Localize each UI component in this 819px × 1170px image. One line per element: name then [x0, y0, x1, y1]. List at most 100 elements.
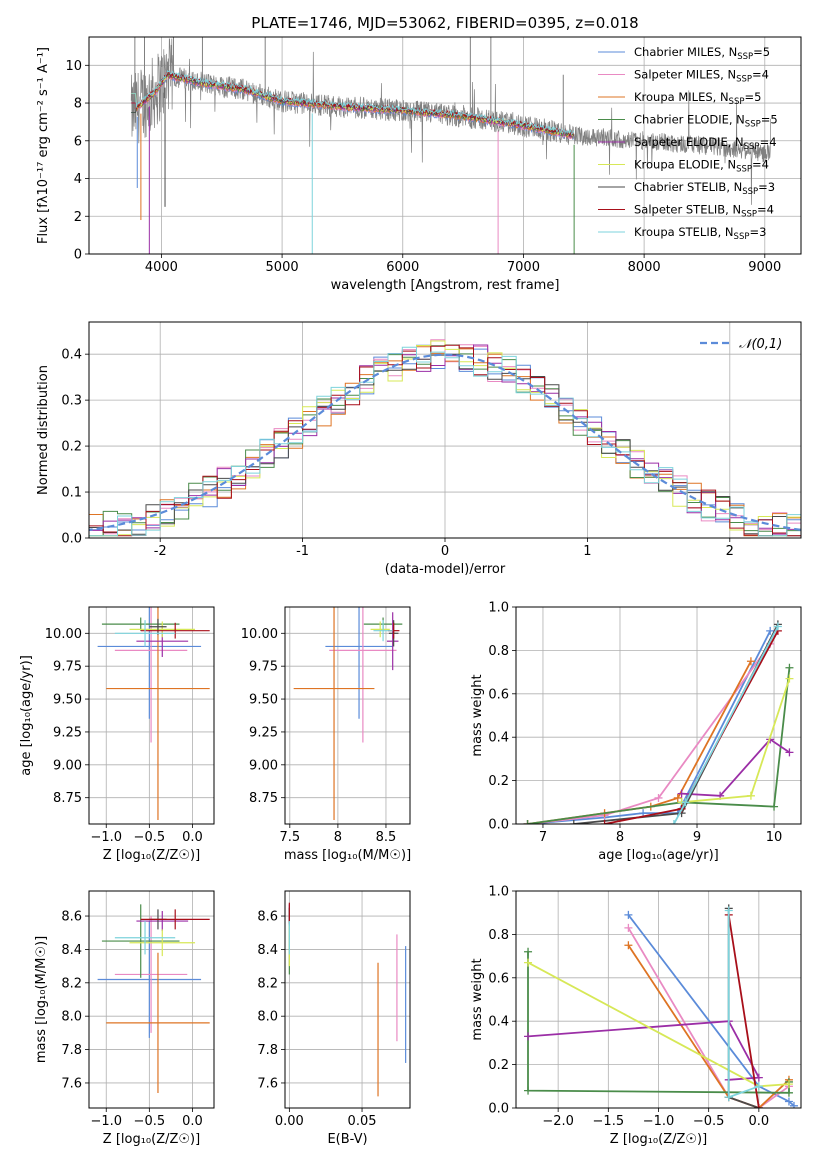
x-tick-label: -1	[296, 544, 309, 559]
age-vs-mass-plot	[293, 607, 403, 821]
legend-name: Kroupa STELIB, N	[634, 225, 734, 239]
x-axis-label: (data-model)/error	[385, 562, 506, 577]
x-tick-label: −0.5	[134, 1114, 166, 1129]
weight-series-4	[527, 667, 791, 824]
weight-point	[789, 1101, 798, 1108]
y-tick-label: 8.75	[249, 791, 278, 806]
x-tick-label: 7.5	[279, 830, 300, 845]
weight-point	[677, 789, 686, 798]
x-tick-label: 9	[693, 830, 701, 845]
legend-value: =5	[753, 45, 770, 59]
legend-entry-3: Kroupa MILES, NSSP=5	[634, 90, 761, 107]
y-tick-label: 0.8	[488, 928, 509, 943]
x-tick-label: 9000	[748, 260, 781, 275]
x-tick-label: −1.0	[643, 1114, 675, 1129]
weight-point	[754, 1073, 763, 1082]
x-tick-label: 8.5	[376, 830, 397, 845]
weight-point	[754, 1082, 763, 1091]
residual-hist-8	[89, 344, 801, 537]
weight-point	[654, 793, 663, 802]
legend-name: Salpeter MILES, N	[634, 68, 736, 82]
axes-frame	[284, 606, 411, 825]
y-tick-label: 2	[74, 210, 82, 225]
weight-point	[724, 906, 733, 915]
weight-point	[600, 820, 609, 824]
weight-point	[746, 791, 755, 800]
x-tick-label: 0.0	[182, 1114, 203, 1129]
y-tick-label: 9.75	[53, 660, 82, 675]
y-tick-label: 0.4	[488, 731, 509, 746]
y-tick-label: 10.00	[45, 627, 82, 642]
axes-frame	[88, 36, 802, 255]
y-tick-label: 7.6	[257, 1076, 278, 1091]
mass-vs-z-plot	[97, 904, 210, 1093]
weight-series-5	[527, 1020, 761, 1081]
legend-value: =3	[749, 225, 766, 239]
gaussian-curve	[89, 353, 801, 532]
weight-point	[785, 663, 794, 672]
weight-series-2	[527, 643, 771, 824]
x-tick-label: 0	[441, 544, 449, 559]
legend-sub: SSP	[736, 75, 752, 85]
x-tick-label: −1.0	[90, 1114, 122, 1129]
legend-name: Chabrier MILES, N	[634, 45, 737, 59]
x-tick-label: 7	[539, 830, 547, 845]
weight-vs-age-axes: 7 8 9 10 0.0 0.2 0.4 0.6 0.8 1.0 age [log₁₀(age/yr…	[470, 601, 802, 863]
y-tick-label: 8.2	[257, 976, 278, 991]
y-tick-label: 0.3	[61, 394, 82, 409]
y-axis-label: Normed distribution	[36, 365, 51, 495]
x-tick-label: −1.0	[90, 830, 122, 845]
weight-point	[569, 820, 578, 824]
x-tick-label: -2	[154, 544, 167, 559]
weight-point	[524, 947, 533, 956]
weight-point	[624, 941, 633, 950]
y-tick-label: 9.00	[249, 758, 278, 773]
x-tick-label: 8	[334, 830, 342, 845]
legend-value: =4	[752, 158, 769, 172]
y-tick-label: 8.2	[61, 976, 82, 991]
y-tick-label: 0	[74, 248, 82, 263]
y-tick-label: 8	[74, 97, 82, 112]
y-axis-label: mass weight	[470, 958, 485, 1040]
y-tick-label: 9.75	[249, 660, 278, 675]
legend-sub: SSP	[745, 120, 761, 130]
legend-value: =4	[757, 203, 774, 217]
legend-sub: SSP	[737, 52, 753, 62]
y-tick-label: 0.1	[61, 486, 82, 501]
weight-point	[785, 674, 794, 683]
weight-point	[784, 1080, 793, 1089]
weight-point	[784, 1088, 793, 1097]
weight-point	[724, 1093, 733, 1102]
x-tick-label: 7000	[507, 260, 540, 275]
mass-vs-ebv-plot	[288, 902, 407, 1097]
x-tick-label: 4000	[145, 260, 178, 275]
legend-name: Salpeter ELODIE, N	[634, 135, 744, 149]
legend-entry-6: Kroupa ELODIE, NSSP=4	[634, 158, 769, 175]
y-tick-label: 8.0	[257, 1010, 278, 1025]
x-tick-label: 8	[616, 830, 624, 845]
legend-entry-8: Salpeter STELIB, NSSP=4	[634, 203, 774, 220]
weight-series-1	[527, 630, 772, 824]
x-axis-label: Z [log₁₀(Z/Z☉)]	[610, 1132, 707, 1147]
weight-point	[524, 958, 533, 967]
y-tick-label: 9.25	[53, 725, 82, 740]
legend-entry-5: Salpeter ELODIE, NSSP=4	[634, 135, 777, 152]
weight-point	[673, 793, 682, 802]
legend-sub: SSP	[744, 142, 760, 152]
legend-entry-2: Salpeter MILES, NSSP=4	[634, 68, 769, 85]
weight-vs-age-plot	[523, 620, 794, 824]
legend-value: =4	[752, 68, 769, 82]
axes-frame	[88, 606, 215, 825]
y-tick-label: 0.6	[488, 971, 509, 986]
axes-frame	[284, 890, 411, 1109]
weight-series-1	[627, 914, 795, 1107]
x-tick-label: 0.0	[749, 1114, 770, 1129]
axes-frame	[515, 606, 802, 825]
x-tick-label: 0.00	[275, 1114, 304, 1129]
x-tick-label: 0.05	[348, 1114, 377, 1129]
weight-point	[669, 820, 678, 824]
legend-value: =5	[761, 113, 778, 127]
y-tick-label: 0.4	[488, 1015, 509, 1030]
y-tick-label: 7.6	[61, 1076, 82, 1091]
y-tick-label: 0.0	[61, 532, 82, 547]
